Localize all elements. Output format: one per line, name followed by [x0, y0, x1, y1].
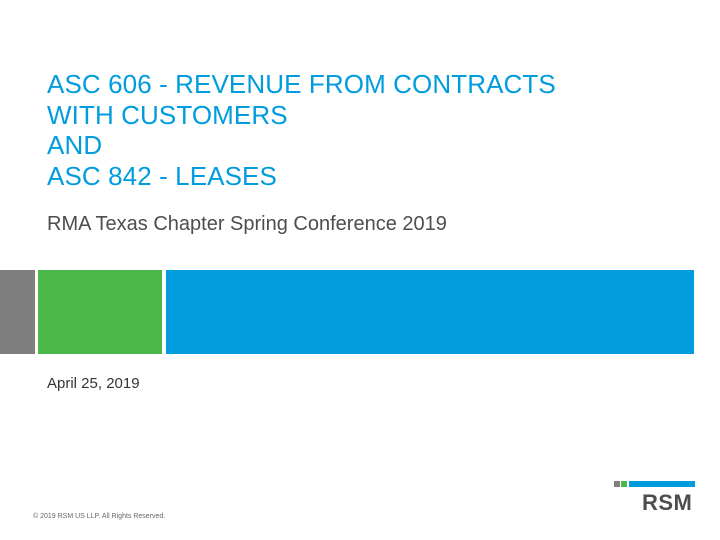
- slide-title-line: AND: [47, 130, 103, 160]
- logo-square-green: [621, 481, 627, 487]
- slide-subtitle: RMA Texas Chapter Spring Conference 2019: [47, 213, 447, 235]
- slide-title: ASC 606 - REVENUE FROM CONTRACTS WITH CU…: [47, 69, 556, 191]
- decorative-band-blue: [166, 270, 694, 354]
- decorative-band-gray: [0, 270, 35, 354]
- decorative-band-green: [38, 270, 162, 354]
- rsm-logo: RSM: [614, 481, 698, 517]
- logo-bar-blue: [629, 481, 695, 487]
- logo-wordmark: RSM: [642, 490, 693, 515]
- copyright-notice: © 2019 RSM US LLP. All Rights Reserved.: [33, 513, 166, 520]
- logo-square-gray: [614, 481, 620, 487]
- slide-title-line: ASC 842 - LEASES: [47, 160, 277, 191]
- presentation-date: April 25, 2019: [47, 375, 140, 392]
- slide-title-line: WITH CUSTOMERS: [47, 99, 288, 130]
- slide-title-line: ASC 606 - REVENUE FROM CONTRACTS: [47, 69, 556, 99]
